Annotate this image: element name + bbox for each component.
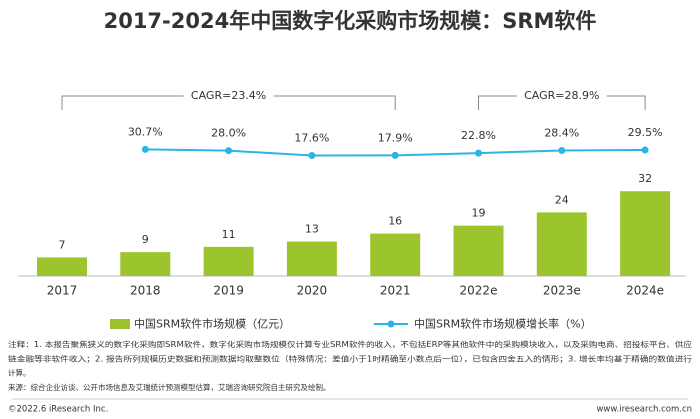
note-line: 链金融等非软件收入；2. 报告所列规模历史数据和预测数据均取整数位（特殊情况：差… bbox=[8, 353, 693, 363]
bar bbox=[620, 191, 671, 276]
line-value-label: 17.6% bbox=[294, 132, 329, 145]
bar-value-label: 13 bbox=[305, 223, 319, 236]
bar-value-label: 32 bbox=[638, 172, 652, 185]
line-marker bbox=[391, 151, 399, 159]
line-value-label: 28.4% bbox=[544, 126, 579, 139]
x-tick-label: 2021 bbox=[380, 284, 411, 298]
x-tick-label: 2022e bbox=[460, 284, 498, 298]
bar-value-label: 19 bbox=[472, 207, 486, 220]
x-tick-label: 2018 bbox=[130, 284, 161, 298]
line-marker bbox=[475, 149, 482, 157]
legend-marker bbox=[387, 320, 395, 328]
bar bbox=[37, 257, 87, 276]
footer-left: ©2022.6 iResearch Inc. bbox=[8, 405, 108, 415]
line-value-label: 17.9% bbox=[378, 131, 413, 144]
x-tick-label: 2020 bbox=[297, 284, 328, 298]
note-line: 来源：综合企业访谈、公开市场信息及艾瑞统计预测模型估算，艾瑞咨询研究院自主研究及… bbox=[8, 382, 331, 392]
x-tick-label: 2023e bbox=[543, 284, 581, 298]
bar bbox=[453, 225, 504, 276]
line-value-label: 29.5% bbox=[628, 126, 663, 139]
cagr-bracket bbox=[61, 95, 396, 110]
x-tick-label: 2019 bbox=[213, 284, 244, 298]
cagr-label: CAGR=23.4% bbox=[191, 89, 266, 102]
line-marker bbox=[141, 145, 149, 153]
line-marker bbox=[641, 146, 649, 154]
legend-label: 中国SRM软件市场规模增长率（%） bbox=[414, 317, 592, 331]
line-value-label: 22.8% bbox=[461, 129, 496, 142]
bar bbox=[370, 233, 421, 276]
x-tick-label: 2024e bbox=[626, 284, 664, 298]
footer-right: www.iresearch.com.cn bbox=[596, 405, 692, 415]
x-tick-label: 2017 bbox=[47, 284, 78, 298]
line-value-label: 28.0% bbox=[211, 127, 246, 140]
bar-value-label: 11 bbox=[222, 228, 236, 241]
bar bbox=[286, 241, 337, 276]
bar-value-label: 16 bbox=[388, 215, 402, 228]
note-line: 计算。 bbox=[8, 368, 31, 378]
bar bbox=[536, 212, 587, 276]
legend-label: 中国SRM软件市场规模（亿元） bbox=[134, 317, 290, 331]
note-line: 注释：1. 本报告聚焦狭义的数字化采购即SRM软件，数字化采购市场规模仅计算专业… bbox=[8, 339, 693, 349]
line-marker bbox=[558, 146, 566, 154]
line-marker bbox=[308, 152, 316, 160]
legend-swatch bbox=[110, 319, 130, 329]
line-value-label: 30.7% bbox=[128, 125, 163, 138]
bar bbox=[203, 246, 254, 276]
bar-value-label: 9 bbox=[142, 233, 149, 246]
cagr-label: CAGR=28.9% bbox=[524, 89, 599, 102]
bar bbox=[120, 252, 171, 276]
bar-value-label: 7 bbox=[59, 238, 66, 251]
chart-title: 2017-2024年中国数字化采购市场规模：SRM软件 bbox=[104, 9, 597, 33]
line-marker bbox=[225, 147, 233, 155]
cagr-bracket bbox=[478, 95, 646, 110]
bar-value-label: 24 bbox=[555, 193, 569, 206]
